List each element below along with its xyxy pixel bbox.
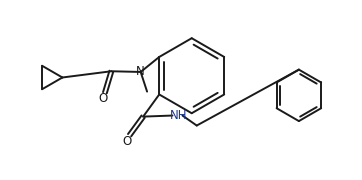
Text: NH: NH bbox=[169, 109, 187, 122]
Text: O: O bbox=[98, 92, 108, 105]
Text: O: O bbox=[123, 135, 132, 148]
Text: N: N bbox=[136, 66, 145, 78]
